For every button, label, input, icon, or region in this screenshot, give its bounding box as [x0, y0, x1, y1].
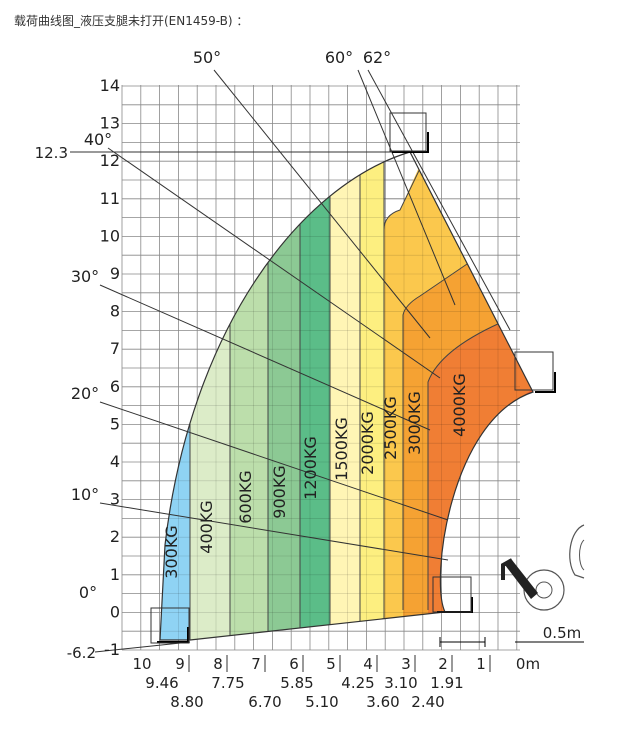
load-label: 4000KG [450, 373, 469, 437]
zone-600kg [230, 152, 268, 640]
y-tick-label: 1 [110, 565, 120, 584]
y-tick-label: 3 [110, 490, 120, 509]
x-tick-label: 4 [363, 655, 373, 673]
y-tick-label: 8 [110, 302, 120, 321]
scale-bar [439, 637, 584, 647]
y-tick-label: 5 [110, 414, 120, 433]
x-tick-label: 0m [516, 655, 540, 673]
x-tick-label: 7 [251, 655, 261, 673]
zone-1200kg [300, 152, 330, 640]
reach-label: 4.25 [341, 674, 374, 692]
y-tick-label: -1 [104, 640, 120, 659]
angle-label: 60° [325, 48, 353, 67]
machine-silhouette [501, 524, 585, 611]
angle-lines [70, 69, 511, 653]
angle-line-20 [99, 401, 449, 521]
load-label: 300KG [162, 525, 181, 578]
y-tick-label: 13 [100, 114, 120, 133]
reach-label: 2.40 [411, 693, 444, 711]
reach-label: 5.85 [280, 674, 313, 692]
y-tick-label: 2 [110, 527, 120, 546]
angle-label: 40° [84, 130, 112, 149]
load-label: 900KG [270, 465, 289, 518]
load-label: 1200KG [301, 436, 320, 500]
angle-line-50 [213, 69, 431, 339]
reach-label: 9.46 [145, 674, 178, 692]
y-tick-label: 10 [100, 226, 120, 245]
angle-label: 10° [71, 485, 99, 504]
scale-label: 0.5m [543, 624, 581, 642]
angle-line-60 [357, 69, 456, 306]
x-tick-label: 9 [175, 655, 185, 673]
angle-label: 0° [79, 583, 97, 602]
x-tick-label: 10 [132, 655, 151, 673]
x-tick-label: 2 [438, 655, 448, 673]
y-special-label: 12.3 [35, 144, 68, 162]
boom-head-boxes [150, 112, 554, 644]
x-tick-label: 5 [326, 655, 336, 673]
x-tick-label: 8 [213, 655, 223, 673]
y-tick-label: 9 [110, 264, 120, 283]
x-tick-label: 6 [289, 655, 299, 673]
zone-400kg [190, 152, 230, 640]
x-tick-label: 1 [476, 655, 486, 673]
reach-label: 5.10 [305, 693, 338, 711]
zone-curves [383, 152, 506, 610]
y-tick-label: 7 [110, 339, 120, 358]
reach-label: 1.91 [430, 674, 463, 692]
load-label: 400KG [197, 500, 216, 553]
load-label: 3000KG [405, 391, 424, 455]
y-tick-label: 11 [100, 189, 120, 208]
angle-line-neg6 [94, 641, 191, 653]
y-special-label: -6.2 [67, 644, 96, 662]
x-tick-label: 3 [401, 655, 411, 673]
angle-line-30 [99, 284, 431, 431]
zone-3000kg [403, 262, 533, 640]
angle-label: 20° [71, 384, 99, 403]
load-zones [160, 152, 533, 640]
envelope-outline [159, 151, 534, 641]
y-tick-label: 6 [110, 377, 120, 396]
load-label: 2500KG [381, 396, 400, 460]
angle-label: 50° [193, 48, 221, 67]
y-tick-label: 12 [100, 151, 120, 170]
y-tick-label: 14 [100, 76, 120, 95]
y-tick-label: 4 [110, 452, 120, 471]
angle-line-10 [99, 502, 449, 561]
angle-label: 30° [71, 267, 99, 286]
reach-label: 3.10 [384, 674, 417, 692]
load-label: 1500KG [332, 417, 351, 481]
reach-label: 3.60 [366, 693, 399, 711]
y-tick-label: 0 [110, 602, 120, 621]
reach-label: 6.70 [248, 693, 281, 711]
reach-label: 8.80 [170, 693, 203, 711]
load-label: 2000KG [358, 411, 377, 475]
load-label: 600KG [236, 470, 255, 523]
zone-1500kg [330, 152, 360, 640]
reach-label: 7.75 [211, 674, 244, 692]
page-title: 载荷曲线图_液压支腿未打开(EN1459-B) ： [14, 14, 249, 28]
zone-2000kg [360, 152, 384, 640]
angle-label: 62° [363, 48, 391, 67]
angle-line-40 [107, 147, 441, 379]
